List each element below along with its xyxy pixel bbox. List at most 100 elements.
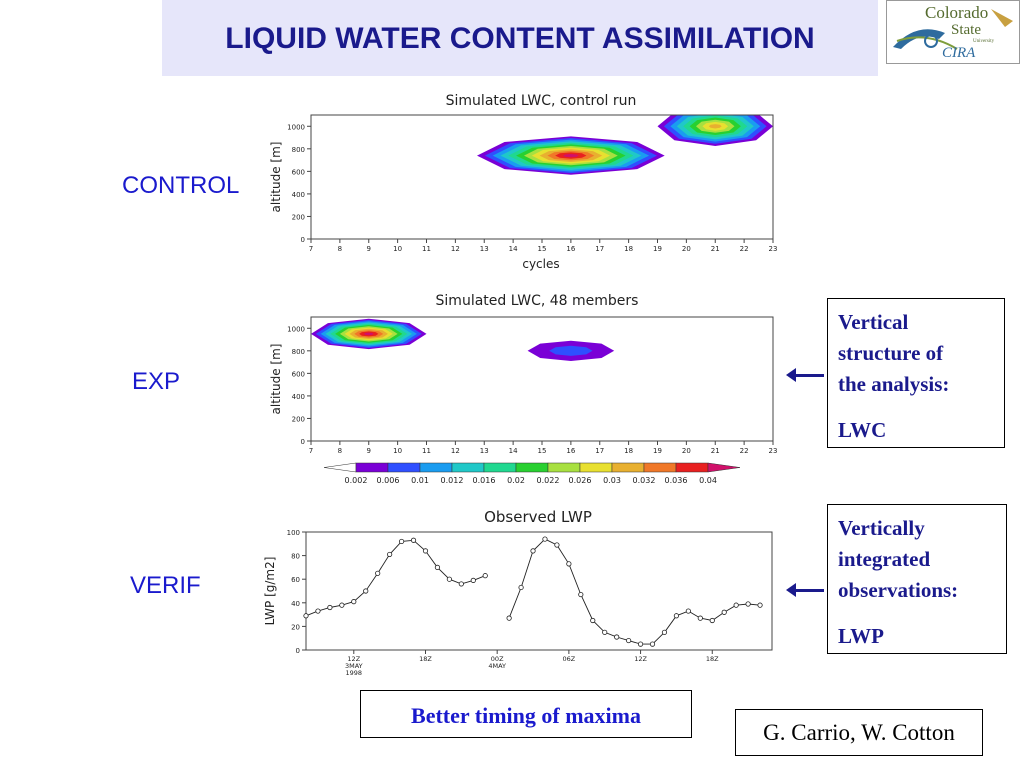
lwp-point <box>637 641 644 647</box>
lwp-point <box>721 609 727 615</box>
x-tick-label: 17 <box>595 245 604 253</box>
x-tick-label: 16 <box>566 245 575 253</box>
x-tick-label: 10 <box>393 447 402 455</box>
lwp-point <box>566 561 572 567</box>
colorbar-label: 0.012 <box>441 476 464 485</box>
y-tick-label: 600 <box>292 370 305 378</box>
colorbar-label: 0.026 <box>569 476 592 485</box>
lwp-point <box>614 634 620 640</box>
note-lwc-tail: LWC <box>838 418 887 442</box>
lwp-point <box>327 604 333 611</box>
y-tick-label: 1000 <box>287 123 305 131</box>
pen-icon <box>991 9 1013 27</box>
x-tick-label: 3MAY <box>345 662 363 670</box>
y-tick-label: 40 <box>291 600 300 608</box>
x-tick-label: 23 <box>769 245 778 253</box>
colorbar-swatch <box>355 462 389 473</box>
lwp-point <box>446 576 452 582</box>
chart-control-ylabel: altitude [m] <box>269 142 283 213</box>
x-tick-label: 21 <box>711 447 720 455</box>
colorbar-label: 0.04 <box>699 476 717 485</box>
x-tick-label: 8 <box>338 447 342 455</box>
x-tick-label: 19 <box>653 245 662 253</box>
x-tick-label: 14 <box>509 447 518 455</box>
y-tick-label: 0 <box>296 647 300 655</box>
y-tick-label: 80 <box>291 553 300 561</box>
arrow-left-icon <box>786 583 824 597</box>
y-tick-label: 200 <box>292 213 305 221</box>
chart-verif-frame <box>305 531 773 651</box>
lwp-point <box>602 629 608 635</box>
colorbar-label: 0.006 <box>377 476 400 485</box>
x-tick-label: 15 <box>538 447 547 455</box>
y-tick-label: 100 <box>287 529 300 537</box>
highlight-text: Better timing of maxima <box>411 703 641 728</box>
lwp-point <box>697 615 703 621</box>
lwp-point <box>303 613 309 619</box>
chart-exp-ylabel: altitude [m] <box>269 344 283 415</box>
slide-title: LIQUID WATER CONTENT ASSIMILATION <box>225 22 815 55</box>
colorbar-swatch <box>515 462 549 473</box>
lwp-line <box>508 538 761 645</box>
x-tick-label: 7 <box>309 447 313 455</box>
lwp-point <box>673 613 680 619</box>
y-tick-label: 1000 <box>287 325 305 333</box>
x-tick-label: 10 <box>393 245 402 253</box>
colorbar-swatch <box>547 462 581 473</box>
arrow-left-icon <box>786 368 824 382</box>
logo-text-1: Colorado <box>925 3 988 22</box>
row-label-exp: EXP <box>132 368 181 395</box>
lwp-point <box>398 538 405 545</box>
lwp-point <box>410 537 417 543</box>
logo-globe <box>924 34 938 48</box>
x-tick-label: 11 <box>422 245 431 253</box>
logo-arc <box>896 36 958 50</box>
y-tick-label: 0 <box>301 438 305 446</box>
x-tick-label: 22 <box>740 245 749 253</box>
x-tick-label: 18 <box>624 245 633 253</box>
colorbar-swatch <box>451 462 485 473</box>
x-tick-label: 14 <box>509 245 518 253</box>
colorbar-swatch <box>611 462 645 473</box>
logo-text-2: State <box>951 22 981 38</box>
colorbar-swatch <box>579 462 613 473</box>
lwc-contour-1 <box>563 154 579 158</box>
note-lwp-line3: observations: <box>838 578 959 602</box>
chart-control-title: Simulated LWC, control run <box>446 93 637 109</box>
lwp-point <box>375 570 381 576</box>
logo-graphic: Colorado State University CIRA <box>893 3 1013 61</box>
y-tick-label: 800 <box>292 348 305 356</box>
y-tick-label: 400 <box>292 393 305 401</box>
lwp-point <box>315 608 321 614</box>
x-tick-label: 12 <box>451 245 460 253</box>
logo-text-3: University <box>973 39 995 44</box>
credit-box: G. Carrio, W. Cotton <box>735 709 983 756</box>
x-tick-label: 7 <box>309 245 313 253</box>
lwp-point <box>363 588 369 594</box>
row-label-control: CONTROL <box>122 172 240 199</box>
colorbar-swatch <box>387 462 421 473</box>
lwp-point <box>590 617 596 624</box>
x-tick-label: 00Z <box>491 655 504 663</box>
lwp-point <box>434 564 441 571</box>
lwp-point <box>542 536 548 542</box>
lwp-point <box>649 641 656 647</box>
lwc-contour-2 <box>549 345 593 356</box>
credit-text: G. Carrio, W. Cotton <box>763 720 955 745</box>
x-tick-label: 18Z <box>419 655 432 663</box>
colorbar-swatch <box>675 462 709 473</box>
row-label-verif: VERIF <box>130 572 201 599</box>
chart-control-xlabel: cycles <box>522 257 559 271</box>
x-tick-label: 23 <box>769 447 778 455</box>
note-lwc-line2: structure of <box>838 341 944 365</box>
colorbar-label: 0.036 <box>665 476 688 485</box>
x-tick-label: 21 <box>711 245 720 253</box>
lwp-point <box>387 551 393 558</box>
lwp-line <box>305 539 486 617</box>
x-tick-label: 4MAY <box>488 662 506 670</box>
x-tick-label: 9 <box>367 245 371 253</box>
colorbar-label: 0.03 <box>603 476 621 485</box>
lwp-point <box>685 608 691 614</box>
x-tick-label: 8 <box>338 245 342 253</box>
